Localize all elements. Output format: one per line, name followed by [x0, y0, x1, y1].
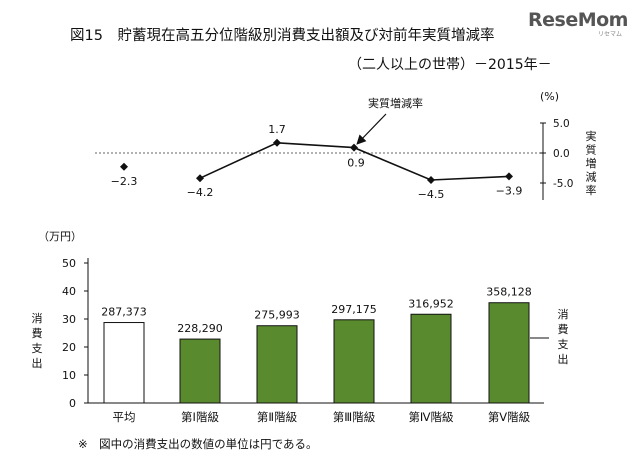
line-data-label: −4.2	[187, 186, 214, 199]
line-callout-arrow	[356, 113, 387, 145]
bar-category-label: 第Ⅲ階級	[333, 410, 376, 424]
logo-subtext: リセマム	[597, 31, 622, 38]
line-point	[350, 143, 358, 152]
bar-data-label: 316,952	[408, 297, 454, 310]
line-y-tick-label: 5.0	[553, 118, 570, 130]
line-point	[196, 174, 204, 183]
line-point	[273, 138, 281, 147]
line-point	[505, 172, 513, 181]
resemom-logo: ReseMom リセマム	[528, 10, 636, 44]
chart-title: 図15 貯蓄現在高五分位階級別消費支出額及び対前年実質増減率	[70, 26, 494, 44]
bar-y-tick-label: 0	[69, 397, 76, 410]
line-y-axis-title: 実質増減率	[586, 129, 597, 197]
bar-y-tick-label: 10	[62, 369, 76, 382]
bar-category-label: 第Ⅳ階級	[408, 410, 454, 424]
line-data-label: 1.7	[268, 123, 286, 136]
bar-data-label: 275,993	[254, 309, 300, 322]
bar-legend-label: 消費支出	[558, 307, 569, 366]
bar-data-label: 297,175	[331, 303, 377, 316]
line-data-label: −4.5	[418, 188, 445, 201]
line-y-tick-label: -5.0	[553, 178, 574, 190]
bar-category-label: 第Ⅱ階級	[257, 410, 298, 424]
bar-category-label: 平均	[113, 410, 136, 424]
footnote: ※ 図中の消費支出の数値の単位は円である。	[78, 437, 318, 451]
bar-y-tick-label: 40	[62, 285, 76, 298]
bar-average	[103, 322, 145, 404]
bar-series: 287,373 平均 228,290 第Ⅰ階級 275,993 第Ⅱ階級 297,175 第Ⅲ…	[101, 286, 532, 424]
line-point	[427, 176, 435, 184]
bar-category-label: 第Ⅴ階級	[488, 410, 531, 424]
bar-y-axis-title: 消費支出	[32, 311, 43, 370]
line-data-label: 0.9	[347, 157, 365, 170]
bar	[410, 313, 452, 404]
bar-category-label: 第Ⅰ階級	[181, 410, 219, 424]
line-point	[120, 162, 128, 171]
bar-y-tick-label: 20	[62, 341, 76, 354]
logo-text: ReseMom	[528, 9, 628, 31]
bar-data-label: 287,373	[101, 306, 147, 319]
bar-y-ticks: 0 10 20 30 40 50	[62, 257, 88, 410]
bar-data-label: 228,290	[177, 322, 223, 335]
line-data-label: −2.3	[111, 175, 138, 188]
bar-y-tick-label: 50	[62, 257, 76, 270]
line-data-label: −3.9	[496, 184, 523, 197]
bar	[333, 319, 375, 404]
chart-subtitle: （二人以上の世帯）－2015年－	[348, 57, 552, 73]
line-y-unit: (%)	[540, 90, 559, 103]
bar	[179, 338, 221, 404]
bar-y-tick-label: 30	[62, 313, 76, 326]
bar-y-unit: （万円）	[38, 230, 82, 243]
bar	[488, 302, 530, 404]
line-series: −2.3 −4.2 1.7 0.9 −4.5 −3.9	[111, 123, 523, 201]
line-y-ticks: 5.0 0.0 -5.0	[540, 118, 574, 190]
line-y-tick-label: 0.0	[553, 148, 570, 160]
line-callout-label: 実質増減率	[368, 96, 423, 110]
bar	[256, 325, 298, 404]
bar-data-label: 358,128	[486, 286, 532, 299]
